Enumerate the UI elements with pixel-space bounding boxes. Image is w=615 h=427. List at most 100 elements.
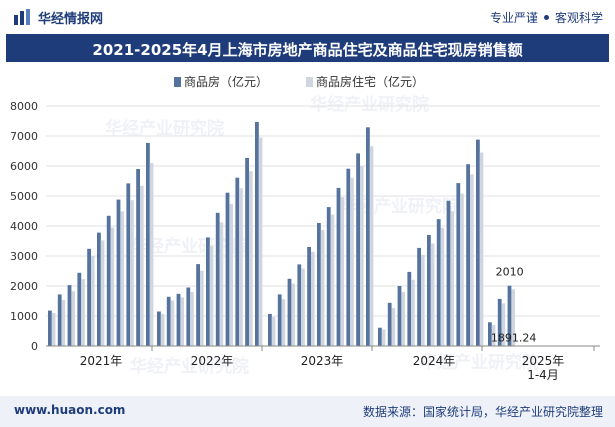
x-tick-label: 2022年: [191, 354, 234, 368]
y-tick-label: 5000: [10, 190, 38, 203]
bar-series2: [470, 174, 474, 346]
bar-series1: [307, 247, 311, 346]
bar-series1: [176, 293, 181, 346]
footer-bar: www.huaon.com 数据来源：国家统计局，华经产业研究院整理: [0, 396, 615, 427]
bar-series2: [430, 243, 435, 346]
bar-series2: [130, 200, 134, 346]
bar-series2: [311, 251, 315, 346]
bar-series2: [501, 303, 506, 346]
bar-series1: [166, 296, 171, 346]
brand-name: 华经情报网: [38, 12, 104, 27]
bar-series2: [330, 214, 335, 346]
bar-series1: [326, 207, 331, 346]
bar-series2: [511, 289, 515, 346]
bar-series1: [277, 294, 282, 346]
data-label-series1: 2010: [496, 266, 524, 279]
x-tick-label: 2025年: [522, 354, 565, 368]
bar-series1: [136, 169, 140, 346]
legend-swatch-series1: [174, 77, 181, 87]
watermark-text: 华经产业研究院: [130, 356, 249, 377]
slogan: 专业严谨 客观科学: [490, 9, 603, 26]
bar-series1: [87, 248, 91, 346]
bar-series1: [48, 310, 52, 346]
bar-series1: [287, 278, 292, 346]
y-tick-label: 6000: [10, 160, 38, 173]
bar-series1: [97, 232, 101, 346]
watermark-text: 华经产业研究院: [420, 352, 539, 373]
bar-series1: [317, 223, 321, 346]
y-tick-label: 1000: [10, 310, 38, 323]
bar-series1: [255, 121, 259, 347]
bar-series2: [271, 316, 276, 346]
x-tick-label: 2023年: [301, 354, 344, 368]
bar-series1: [387, 302, 392, 346]
chart-title: 2021-2025年4月上海市房地产商品住宅及商品住宅现房销售额: [92, 41, 523, 59]
bar-series2: [491, 325, 496, 346]
y-tick-label: 8000: [10, 100, 38, 113]
y-tick-label: 3000: [10, 250, 38, 263]
bar-series2: [180, 297, 184, 346]
bar-series1: [488, 322, 492, 346]
x-tick-label: 1-4月: [527, 368, 559, 382]
bar-series2: [381, 329, 386, 346]
bar-series2: [160, 313, 165, 346]
bar-series1: [116, 199, 121, 346]
bar-series2: [450, 211, 454, 346]
slogan-right: 客观科学: [554, 11, 603, 25]
bar-series1: [456, 183, 461, 346]
bar-series1: [206, 237, 210, 346]
bar-series2: [320, 229, 325, 346]
bar-series2: [479, 152, 484, 346]
bar-series1: [507, 285, 512, 346]
bar-series1: [397, 286, 402, 346]
bar-series1: [196, 264, 200, 346]
bar-series1: [427, 235, 431, 346]
bar-series2: [291, 283, 295, 346]
bar-series2: [61, 300, 66, 346]
bar-series1: [378, 327, 382, 346]
bar-series2: [360, 166, 364, 346]
bar-series1: [356, 153, 360, 346]
bar-series2: [110, 227, 115, 346]
bar-series1: [157, 311, 161, 346]
bar-series2: [91, 256, 95, 346]
bar-series1: [417, 247, 421, 346]
y-tick-label: 0: [31, 340, 38, 353]
bar-series2: [149, 163, 154, 346]
bar-series2: [301, 268, 305, 346]
separator-dot-icon: [543, 15, 549, 20]
site-url: www.huaon.com: [14, 403, 126, 417]
y-tick-label: 7000: [10, 130, 38, 143]
bar-series1: [436, 219, 441, 346]
y-tick-label: 2000: [10, 280, 38, 293]
bar-series2: [229, 204, 233, 346]
bar-series2: [440, 227, 445, 346]
x-tick-label: 2021年: [80, 354, 123, 368]
legend-label-series2: 商品房住宅（亿元）: [316, 74, 424, 89]
bar-series1: [336, 187, 341, 346]
bar-series2: [281, 299, 286, 346]
bar-series1: [186, 287, 191, 346]
legend-label-series1: 商品房（亿元）: [184, 74, 268, 89]
bar-series2: [369, 146, 374, 346]
bar-series1: [268, 313, 272, 346]
bar-series2: [411, 279, 415, 346]
bar-series2: [249, 171, 253, 346]
bar-series1: [67, 285, 72, 346]
bar-series2: [258, 137, 263, 346]
bar-series2: [209, 245, 214, 346]
bar-series1: [245, 157, 249, 346]
slogan-left: 专业严谨: [489, 11, 538, 25]
bar-series1: [126, 183, 131, 346]
watermark-text: 华经产业研究院: [105, 118, 224, 139]
bar-series2: [219, 222, 224, 346]
bar-series2: [100, 240, 105, 346]
bar-series1: [235, 177, 240, 346]
data-source: 数据来源：国家统计局，华经产业研究院整理: [362, 405, 603, 419]
bar-series1: [476, 139, 480, 346]
bar-series2: [239, 188, 243, 346]
top-bar: 华经情报网 专业严谨 客观科学: [0, 0, 615, 34]
bar-series1: [57, 294, 62, 346]
bar-series2: [340, 197, 344, 346]
bar-series1: [215, 212, 220, 346]
